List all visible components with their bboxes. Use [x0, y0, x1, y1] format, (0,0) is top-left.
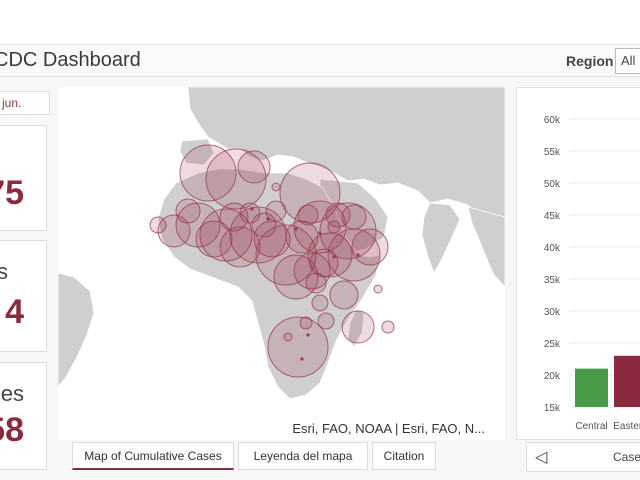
- case-bubble[interactable]: [373, 284, 383, 294]
- y-tick-label: 25k: [544, 339, 561, 350]
- case-bubble[interactable]: [319, 202, 377, 260]
- case-bubble[interactable]: [267, 316, 329, 378]
- case-bubble[interactable]: [251, 212, 277, 238]
- bar-eastern[interactable]: [614, 355, 640, 407]
- case-bubble[interactable]: [341, 204, 367, 230]
- stat-label: es: [0, 381, 24, 406]
- case-bubble[interactable]: [205, 148, 267, 210]
- tab-leyenda-del-mapa[interactable]: Leyenda del mapa: [238, 442, 368, 470]
- stat-card-cases: 75: [0, 125, 47, 231]
- case-bubble[interactable]: [271, 182, 281, 192]
- tab-map-of-cumulative-cases[interactable]: Map of Cumulative Cases: [72, 442, 234, 470]
- case-bubble[interactable]: [311, 294, 329, 312]
- case-point: [294, 227, 298, 231]
- chart-nav: ◁ Case: [526, 442, 640, 472]
- tab-citation[interactable]: Citation: [372, 442, 436, 470]
- chart-nav-label: Case: [613, 450, 640, 464]
- case-bubble[interactable]: [297, 204, 319, 226]
- case-bubble[interactable]: [381, 320, 395, 334]
- x-tick-label: Eastern: [613, 421, 640, 432]
- y-tick-label: 40k: [544, 243, 561, 254]
- case-bubble[interactable]: [329, 280, 359, 310]
- y-tick-label: 60k: [544, 115, 561, 126]
- dashboard-header: CDC Dashboard Region All: [0, 44, 640, 77]
- case-point: [300, 357, 304, 361]
- region-label: Region: [566, 53, 614, 69]
- case-point: [356, 253, 360, 257]
- y-tick-label: 45k: [544, 211, 561, 222]
- case-bubble[interactable]: [305, 272, 327, 294]
- case-bubble[interactable]: [307, 232, 353, 278]
- chevron-left-icon[interactable]: ◁: [535, 449, 548, 466]
- case-bubble[interactable]: [283, 332, 293, 342]
- top-strip: [0, 0, 640, 44]
- case-point: [250, 207, 254, 211]
- case-bubble[interactable]: [299, 316, 313, 330]
- region-select[interactable]: All: [615, 48, 640, 74]
- case-bubble[interactable]: [237, 150, 271, 184]
- south-america-landmass: [58, 272, 95, 388]
- case-bubble[interactable]: [195, 220, 233, 258]
- map-attribution[interactable]: Esri, FAO, NOAA | Esri, FAO, N...: [290, 421, 487, 436]
- case-bubble[interactable]: [253, 220, 291, 258]
- page-title: CDC Dashboard: [0, 49, 141, 71]
- y-tick-label: 20k: [544, 371, 561, 382]
- case-bubble[interactable]: [179, 144, 237, 202]
- stat-card-deaths: s 4: [0, 240, 47, 352]
- case-point: [266, 217, 270, 221]
- stat-label: s: [0, 259, 8, 285]
- case-bubble[interactable]: [219, 202, 249, 232]
- y-tick-label: 15k: [544, 403, 561, 414]
- case-point: [332, 255, 336, 259]
- date-text: jun.: [2, 96, 22, 110]
- bar-central[interactable]: [575, 368, 608, 407]
- cumulative-cases-map[interactable]: Esri, FAO, NOAA | Esri, FAO, N...: [58, 87, 505, 440]
- y-tick-label: 50k: [544, 179, 561, 190]
- stat-value: 4: [5, 293, 24, 331]
- stat-value: 58: [0, 411, 24, 449]
- case-point: [306, 333, 310, 337]
- stat-value: 75: [0, 174, 24, 212]
- map-svg[interactable]: [58, 87, 505, 440]
- y-tick-label: 35k: [544, 275, 561, 286]
- case-bubble[interactable]: [265, 200, 287, 222]
- case-bubbles: [149, 144, 395, 378]
- case-bubble[interactable]: [351, 228, 389, 266]
- southeast-asia-landmass: [467, 206, 505, 288]
- case-bubble[interactable]: [175, 198, 201, 224]
- case-point: [318, 231, 322, 235]
- case-bubble[interactable]: [327, 220, 341, 234]
- europe-asia-landmass: [187, 87, 505, 238]
- case-bubble[interactable]: [341, 310, 375, 344]
- africa-landmass: [157, 168, 381, 400]
- chart-svg: 15k 20k 25k 30k 35k 40k 45k 50k 55k 60k Central Eas…: [544, 115, 640, 432]
- y-tick-label: 55k: [544, 147, 561, 158]
- case-bubble[interactable]: [219, 226, 261, 268]
- date-card: jun.: [0, 91, 50, 115]
- india-landmass: [421, 202, 461, 274]
- x-tick-label: Central: [575, 421, 607, 432]
- madagascar-landmass: [347, 308, 365, 348]
- case-bubble[interactable]: [255, 224, 317, 286]
- case-bubble[interactable]: [317, 312, 335, 330]
- y-tick-label: 30k: [544, 307, 561, 318]
- case-bubble[interactable]: [149, 216, 167, 234]
- cases-by-region-chart: 15k 20k 25k 30k 35k 40k 45k 50k 55k 60k Central Eas…: [516, 87, 640, 440]
- map-landmasses: [58, 87, 505, 400]
- stat-card-recoveries: es 58: [0, 362, 47, 470]
